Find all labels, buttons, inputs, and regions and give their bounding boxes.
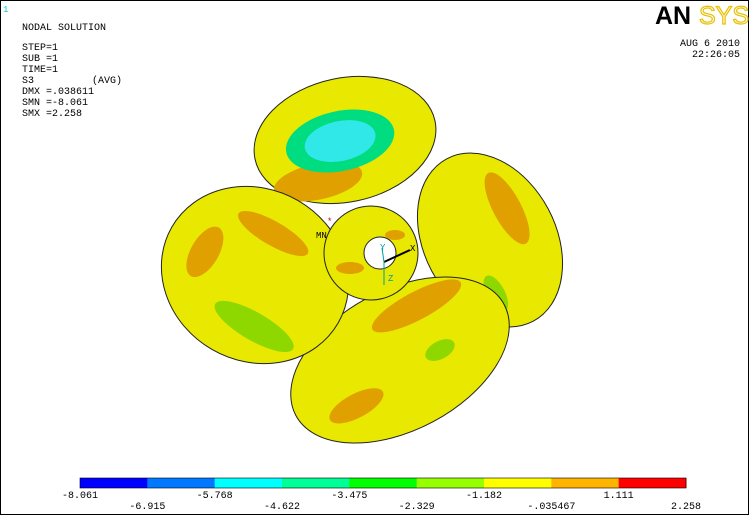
legend-label: -.035467 — [527, 502, 575, 513]
axis-z: Z — [388, 274, 394, 284]
result: S3 — [22, 76, 34, 87]
legend-swatch — [619, 478, 687, 488]
logo-sys: SYS — [699, 2, 749, 30]
legend-swatch — [417, 478, 485, 488]
legend-label: -1.182 — [466, 491, 502, 502]
time-of-day: 22:26:05 — [692, 50, 740, 61]
legend-label: 1.111 — [604, 491, 634, 502]
legend-swatch — [215, 478, 283, 488]
legend-swatch — [349, 478, 417, 488]
legend-label: -2.329 — [399, 502, 435, 513]
viewport: 1 NODAL SOLUTION STEP=1 SUB =1 TIME=1 S3… — [0, 0, 749, 515]
svg-text:*: * — [327, 217, 332, 227]
sub: SUB =1 — [22, 54, 58, 65]
step: STEP=1 — [22, 43, 58, 54]
dmx: DMX =.038611 — [22, 87, 94, 98]
legend-swatch — [147, 478, 215, 488]
legend-label: -6.915 — [129, 502, 165, 513]
smx: SMX =2.258 — [22, 109, 82, 120]
result-mode: (AVG) — [92, 75, 122, 87]
legend-swatch — [282, 478, 350, 488]
min-marker: MN — [316, 231, 327, 241]
legend-swatch — [80, 478, 148, 488]
legend-label: 2.258 — [671, 502, 701, 513]
axis-y: Y — [380, 243, 386, 253]
legend-label: -4.622 — [264, 502, 300, 513]
legend-label: -5.768 — [197, 491, 233, 502]
legend-swatch — [484, 478, 552, 488]
legend-swatch — [551, 478, 619, 488]
legend-label: -8.061 — [62, 491, 98, 502]
title: NODAL SOLUTION — [22, 23, 106, 34]
legend-label: -3.475 — [331, 491, 367, 502]
smn: SMN =-8.061 — [22, 98, 88, 109]
logo-an: AN — [655, 2, 691, 30]
time: TIME=1 — [22, 65, 58, 76]
date: AUG 6 2010 — [680, 39, 740, 50]
window-number: 1 — [3, 5, 8, 15]
axis-x: X — [410, 244, 416, 254]
page: 1 NODAL SOLUTION STEP=1 SUB =1 TIME=1 S3… — [0, 0, 749, 515]
